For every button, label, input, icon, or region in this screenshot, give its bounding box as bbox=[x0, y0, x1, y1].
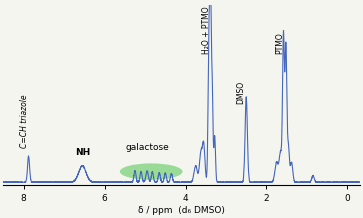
Text: C=CH triazole: C=CH triazole bbox=[20, 94, 29, 148]
Ellipse shape bbox=[120, 164, 183, 180]
Text: PTMO: PTMO bbox=[276, 32, 285, 54]
Text: DMSO: DMSO bbox=[236, 80, 245, 104]
Text: galactose: galactose bbox=[125, 143, 169, 152]
X-axis label: δ / ppm  (d₆ DMSO): δ / ppm (d₆ DMSO) bbox=[138, 206, 225, 215]
Text: H₂O + PTMO: H₂O + PTMO bbox=[201, 7, 211, 54]
Text: NH: NH bbox=[75, 148, 90, 157]
